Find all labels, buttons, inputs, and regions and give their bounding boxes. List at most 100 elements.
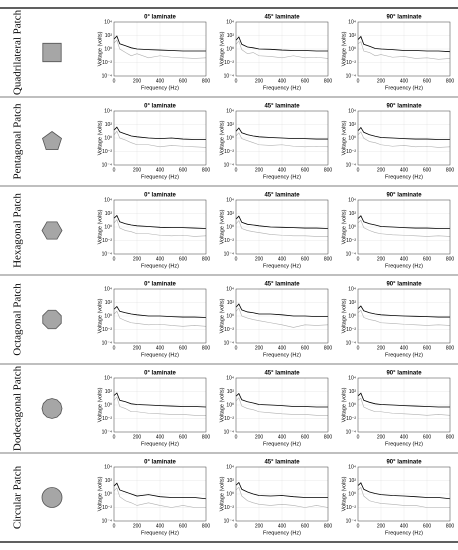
x-axis-label: Frequency (Hz) — [263, 174, 301, 180]
chart-title: 90° laminate — [386, 371, 422, 377]
x-tick-label: 200 — [377, 256, 386, 262]
series-line — [235, 392, 328, 408]
x-tick-label: 600 — [301, 167, 310, 173]
y-tick-label: 10⁻⁴ — [102, 518, 112, 524]
x-tick-label: 400 — [400, 523, 409, 529]
x-axis-label: Frequency (Hz) — [263, 85, 301, 91]
plot-frame — [357, 288, 451, 344]
series-line — [357, 487, 450, 508]
y-axis-label: Voltage (volts) — [219, 209, 225, 244]
x-tick-label: 800 — [324, 78, 333, 84]
x-tick-label: 200 — [377, 78, 386, 84]
x-tick-label: 600 — [301, 345, 310, 351]
x-tick-label: 200 — [255, 78, 264, 84]
y-tick-label: 10⁰ — [226, 402, 234, 408]
x-tick-label: 400 — [400, 434, 409, 440]
x-tick-label: 0 — [113, 523, 116, 529]
x-tick-label: 0 — [357, 167, 360, 173]
patch-shape — [42, 42, 62, 63]
x-axis-label: Frequency (Hz) — [385, 441, 423, 447]
x-tick-label: 400 — [156, 345, 165, 351]
y-axis-label: Voltage (volts) — [341, 120, 347, 155]
x-axis-label: Frequency (Hz) — [385, 263, 423, 269]
y-axis-label: Voltage (volts) — [219, 298, 225, 333]
series-line — [357, 305, 450, 318]
chart-title: 90° laminate — [386, 104, 422, 110]
plot-frame — [357, 377, 451, 433]
y-tick-label: 10⁴ — [104, 197, 112, 203]
y-tick-label: 10⁴ — [348, 464, 356, 470]
y-tick-label: 10⁴ — [104, 19, 112, 25]
y-tick-label: 10⁰ — [104, 224, 112, 230]
x-tick-label: 800 — [202, 167, 211, 173]
y-tick-label: 10⁴ — [104, 375, 112, 381]
y-tick-label: 10⁰ — [348, 491, 356, 497]
y-tick-label: 10⁰ — [104, 135, 112, 141]
x-tick-label: 200 — [133, 434, 142, 440]
x-axis-label: Frequency (Hz) — [141, 441, 179, 447]
x-tick-label: 600 — [179, 167, 188, 173]
series-line — [357, 219, 451, 237]
series-line — [113, 310, 207, 327]
y-tick-label: 10⁻⁴ — [102, 162, 112, 168]
y-tick-label: 10⁴ — [226, 197, 234, 203]
y-tick-label: 10⁻² — [102, 416, 112, 422]
y-tick-label: 10⁰ — [348, 313, 356, 319]
y-tick-label: 10⁻² — [224, 60, 234, 66]
y-tick-label: 10⁴ — [348, 375, 356, 381]
series-line — [357, 131, 451, 148]
y-tick-label: 10⁰ — [226, 491, 234, 497]
x-tick-label: 600 — [179, 345, 188, 351]
patch-shape — [41, 221, 63, 240]
x-tick-label: 600 — [423, 167, 432, 173]
x-tick-label: 800 — [202, 78, 211, 84]
series-line — [357, 482, 451, 500]
x-tick-label: 200 — [377, 523, 386, 529]
x-tick-label: 800 — [324, 523, 333, 529]
chart-title: 45° laminate — [264, 193, 300, 199]
y-tick-label: 10⁰ — [226, 135, 234, 141]
y-tick-label: 10⁴ — [348, 108, 356, 114]
x-tick-label: 400 — [278, 167, 287, 173]
plot-frame — [357, 110, 451, 166]
series-line — [235, 486, 329, 508]
y-tick-label: 10⁻² — [346, 505, 356, 511]
chart-title: 90° laminate — [386, 460, 422, 466]
plot-frame — [357, 466, 451, 522]
row-label: Octagonal Patch — [12, 283, 24, 356]
x-tick-label: 200 — [133, 345, 142, 351]
chart-title: 45° laminate — [264, 282, 300, 288]
x-tick-label: 800 — [446, 434, 455, 440]
x-tick-label: 0 — [235, 78, 238, 84]
y-tick-label: 10⁻² — [346, 238, 356, 244]
series-line — [235, 307, 329, 328]
y-tick-label: 10⁻⁴ — [102, 73, 112, 79]
series-line — [113, 39, 207, 59]
x-tick-label: 800 — [324, 167, 333, 173]
x-tick-label: 800 — [446, 523, 455, 529]
y-tick-label: 10² — [227, 211, 235, 217]
y-tick-label: 10⁴ — [226, 375, 234, 381]
y-tick-label: 10⁻⁴ — [224, 518, 234, 524]
x-tick-label: 200 — [133, 167, 142, 173]
y-tick-label: 10⁴ — [104, 464, 112, 470]
series-line — [113, 482, 207, 500]
y-tick-label: 10⁻⁴ — [346, 340, 356, 346]
x-tick-label: 0 — [357, 345, 360, 351]
y-tick-label: 10⁻⁴ — [346, 251, 356, 257]
series-line — [357, 35, 451, 53]
y-tick-label: 10⁻⁴ — [346, 162, 356, 168]
x-tick-label: 200 — [255, 256, 264, 262]
series-line — [113, 126, 206, 140]
y-tick-label: 10² — [349, 122, 357, 128]
y-tick-label: 10⁰ — [104, 491, 112, 497]
y-tick-label: 10⁰ — [104, 402, 112, 408]
y-tick-label: 10⁻² — [224, 327, 234, 333]
plot-frame — [235, 21, 329, 77]
x-tick-label: 200 — [377, 167, 386, 173]
patch-shape — [41, 487, 63, 508]
x-tick-label: 0 — [113, 434, 116, 440]
patch-shape — [41, 398, 63, 419]
y-axis-label: Voltage (volts) — [219, 120, 225, 155]
x-tick-label: 200 — [133, 523, 142, 529]
